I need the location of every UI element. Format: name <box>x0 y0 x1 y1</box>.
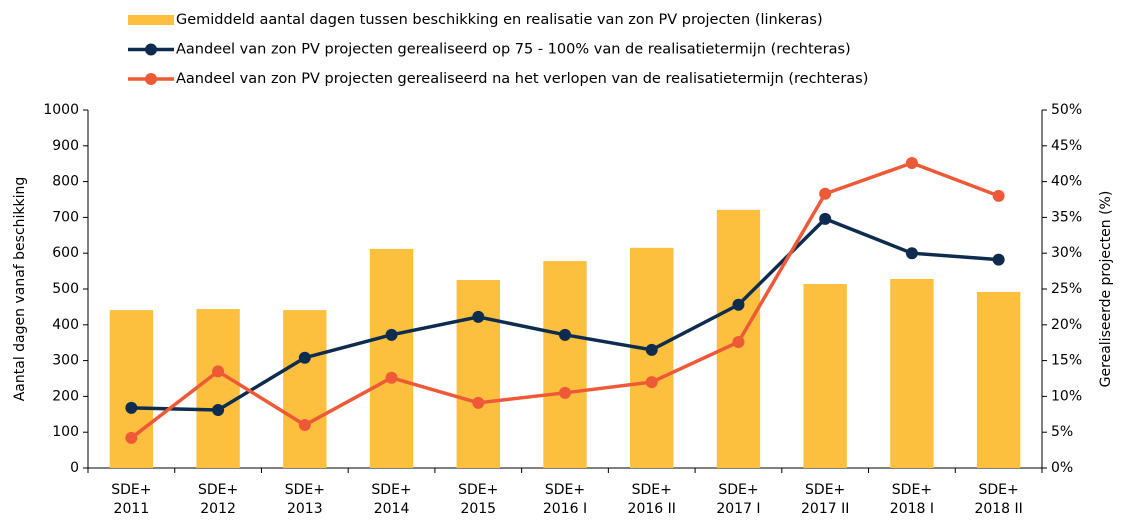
marker <box>385 328 398 341</box>
bar <box>456 280 500 468</box>
legend-swatch <box>145 73 157 85</box>
x-tick-label: 2013 <box>287 501 323 517</box>
x-tick-label: 2017 II <box>801 501 849 517</box>
legend-label: Gemiddeld aantal dagen tussen beschikkin… <box>176 12 823 28</box>
marker <box>645 376 658 389</box>
x-tick-label: SDE+ <box>371 482 411 498</box>
y2-tick-label: 0% <box>1051 460 1073 476</box>
marker <box>212 365 225 378</box>
x-tick-label: SDE+ <box>285 482 325 498</box>
x-tick-label: 2014 <box>374 501 410 517</box>
bar <box>196 309 240 468</box>
y-axis-label: Aantal dagen vanaf beschikking <box>12 177 28 402</box>
marker <box>385 371 398 384</box>
marker <box>559 328 571 341</box>
marker <box>992 189 1005 202</box>
y-tick-label: 1000 <box>43 102 79 118</box>
legend-label: Aandeel van zon PV projecten gerealiseer… <box>176 71 868 87</box>
y2-tick-label: 35% <box>1051 209 1082 225</box>
bar <box>630 247 674 468</box>
x-tick-label: SDE+ <box>198 482 238 498</box>
y-tick-label: 500 <box>52 281 79 297</box>
bar <box>543 261 587 468</box>
legend-swatch <box>145 43 157 56</box>
marker <box>905 156 918 169</box>
bar <box>890 278 934 468</box>
marker <box>992 253 1005 266</box>
x-tick-label: 2016 II <box>628 501 676 517</box>
x-tick-label: 2012 <box>200 501 236 517</box>
x-tick-label: 2015 <box>460 501 496 517</box>
x-tick-label: SDE+ <box>892 482 932 498</box>
y2-tick-label: 20% <box>1051 317 1082 333</box>
x-tick-label: 2017 I <box>716 501 760 517</box>
legend-label: Aandeel van zon PV projecten gerealiseer… <box>176 42 851 58</box>
x-tick-label: SDE+ <box>805 482 845 498</box>
marker <box>125 401 138 414</box>
bar <box>283 310 327 468</box>
marker <box>732 298 745 311</box>
marker <box>472 396 485 409</box>
y2-axis-label: Gerealiseerde projecten (%) <box>1098 191 1114 388</box>
y-tick-label: 600 <box>52 245 79 261</box>
bar <box>803 283 847 468</box>
x-tick-label: SDE+ <box>979 482 1019 498</box>
marker <box>559 386 571 399</box>
legend-swatch <box>128 15 174 25</box>
y-tick-label: 0 <box>70 460 79 476</box>
marker <box>905 247 918 260</box>
marker <box>819 212 832 225</box>
marker <box>125 431 138 444</box>
y-tick-label: 100 <box>52 424 79 440</box>
marker <box>298 419 311 432</box>
x-tick-label: 2011 <box>114 501 150 517</box>
x-tick-label: SDE+ <box>632 482 672 498</box>
marker <box>819 187 832 200</box>
y2-tick-label: 10% <box>1051 388 1082 404</box>
x-tick-label: SDE+ <box>458 482 498 498</box>
y2-tick-label: 30% <box>1051 245 1082 261</box>
y-tick-label: 200 <box>52 388 79 404</box>
y2-tick-label: 50% <box>1051 102 1082 118</box>
y-tick-label: 700 <box>52 209 79 225</box>
marker <box>298 351 311 364</box>
y2-tick-label: 25% <box>1051 281 1082 297</box>
x-tick-label: 2018 II <box>974 501 1022 517</box>
bar <box>976 291 1021 468</box>
x-tick-label: 2018 I <box>890 501 934 517</box>
x-tick-label: 2016 I <box>543 501 587 517</box>
y2-tick-label: 45% <box>1051 138 1082 154</box>
bar <box>109 310 154 468</box>
bar <box>369 248 414 468</box>
y-tick-label: 300 <box>52 353 79 369</box>
y2-tick-label: 40% <box>1051 174 1082 190</box>
y-tick-label: 900 <box>52 138 79 154</box>
marker <box>732 335 745 348</box>
y2-tick-label: 15% <box>1051 353 1082 369</box>
marker <box>645 343 658 356</box>
y-tick-label: 800 <box>52 174 79 190</box>
marker <box>472 310 485 323</box>
y-tick-label: 400 <box>52 317 79 333</box>
y2-tick-label: 5% <box>1051 424 1073 440</box>
x-tick-label: SDE+ <box>111 482 151 498</box>
x-tick-label: SDE+ <box>545 482 585 498</box>
x-tick-label: SDE+ <box>718 482 758 498</box>
marker <box>212 404 225 417</box>
